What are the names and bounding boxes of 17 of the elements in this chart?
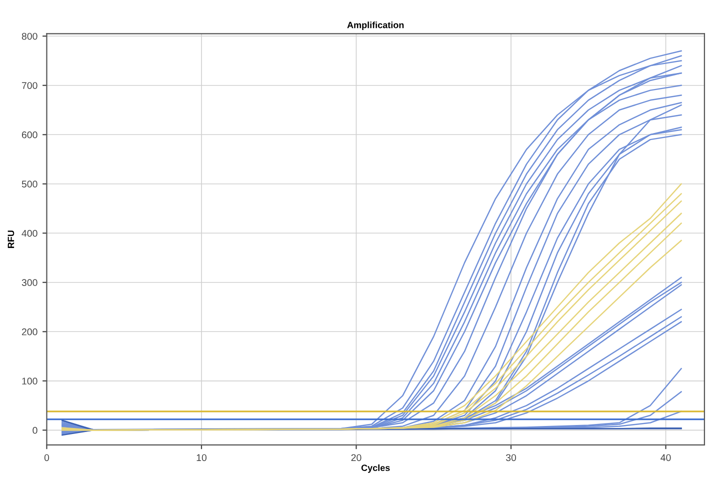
y-tick-label: 500: [22, 180, 38, 188]
y-tick-label: 400: [22, 230, 38, 237]
chart-title: Amplification: [347, 22, 404, 30]
y-tick-label: 300: [22, 279, 38, 286]
x-tick-label: 30: [506, 454, 516, 462]
x-tick-label: 10: [196, 454, 207, 462]
y-tick-label: 100: [22, 378, 38, 385]
y-tick-label: 200: [22, 328, 38, 336]
x-tick-label: 20: [351, 454, 362, 462]
y-tick-label: 600: [22, 131, 38, 138]
y-tick-label: 700: [22, 82, 38, 90]
y-tick-label: 0: [32, 426, 38, 434]
y-tick-label: 800: [22, 32, 38, 40]
x-tick-label: 0: [44, 454, 50, 462]
y-axis-title: RFU: [8, 230, 14, 248]
x-tick-label: 40: [660, 454, 671, 462]
x-axis-title: Cycles: [361, 464, 390, 473]
